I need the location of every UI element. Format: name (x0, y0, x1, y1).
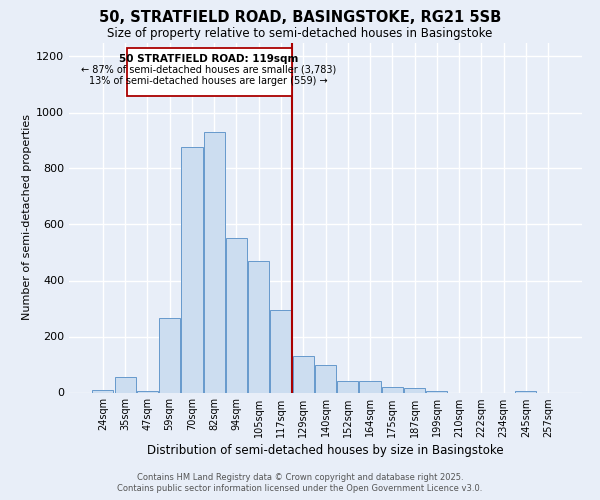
Bar (137, 391, 158, 392)
Bar (382, 387, 403, 392)
Bar (115, 377, 136, 392)
Text: ← 87% of semi-detached houses are smaller (3,783): ← 87% of semi-detached houses are smalle… (81, 65, 336, 75)
Bar (515, 391, 536, 392)
Bar (359, 382, 380, 392)
Bar (181, 148, 203, 392)
Text: Contains HM Land Registry data © Crown copyright and database right 2025.: Contains HM Land Registry data © Crown c… (137, 472, 463, 482)
Text: Contains public sector information licensed under the Open Government Licence v3: Contains public sector information licen… (118, 484, 482, 493)
Bar (226, 238, 247, 392)
Bar (337, 382, 358, 392)
Bar (315, 364, 336, 392)
Bar (92, 390, 113, 392)
Bar (293, 356, 314, 393)
Bar (159, 318, 180, 392)
Text: 13% of semi-detached houses are larger (559) →: 13% of semi-detached houses are larger (… (89, 76, 328, 86)
Bar (203, 132, 225, 392)
Bar (271, 310, 292, 392)
Text: Size of property relative to semi-detached houses in Basingstoke: Size of property relative to semi-detach… (107, 28, 493, 40)
X-axis label: Distribution of semi-detached houses by size in Basingstoke: Distribution of semi-detached houses by … (147, 444, 504, 457)
Bar (426, 391, 448, 392)
FancyBboxPatch shape (127, 48, 292, 96)
Text: 50 STRATFIELD ROAD: 119sqm: 50 STRATFIELD ROAD: 119sqm (119, 54, 298, 64)
Text: 50, STRATFIELD ROAD, BASINGSTOKE, RG21 5SB: 50, STRATFIELD ROAD, BASINGSTOKE, RG21 5… (99, 10, 501, 25)
Bar (404, 388, 425, 392)
Y-axis label: Number of semi-detached properties: Number of semi-detached properties (22, 114, 32, 320)
Bar (248, 261, 269, 392)
